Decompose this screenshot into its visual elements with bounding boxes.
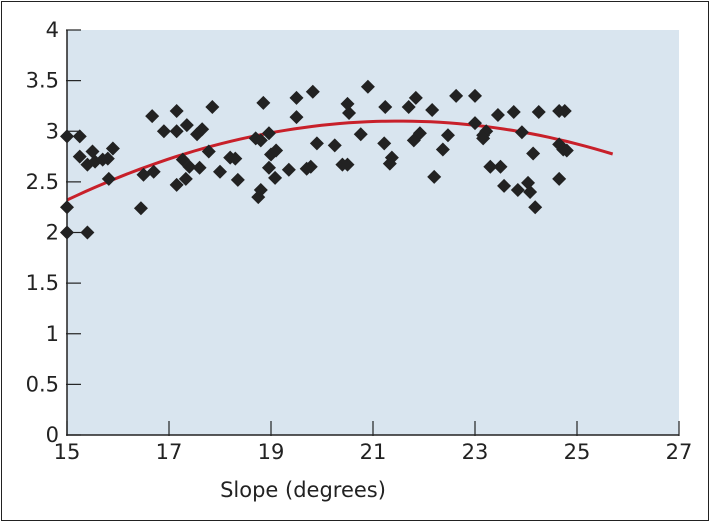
data-point [182,159,197,174]
data-point [230,172,245,187]
data-point [261,126,276,141]
data-point [435,142,450,157]
data-point [179,118,194,133]
data-point [178,171,193,186]
data-point [145,109,160,124]
data-point [526,146,541,161]
y-tick-label: 2.5 [26,170,59,194]
x-tick-label: 19 [258,440,285,464]
data-point [85,144,100,159]
data-point [340,157,355,172]
y-tick-label: 2 [46,221,59,245]
data-point [299,161,314,176]
data-point [169,124,184,139]
data-point [195,122,210,137]
data-point [401,99,416,114]
x-tick-label: 25 [564,440,591,464]
data-point [528,200,543,215]
data-point [353,127,368,142]
x-tick-label: 27 [666,440,693,464]
x-tick-label: 23 [462,440,489,464]
data-point [205,99,220,114]
data-point [268,170,283,185]
data-point [289,110,304,125]
data-point [340,96,355,111]
data-point [72,149,87,164]
data-point [514,125,529,140]
data-point [256,95,271,110]
data-point [440,128,455,143]
data-point [80,225,95,240]
data-point [523,185,538,199]
y-tick-label: 1 [46,322,59,346]
data-point [213,164,227,179]
x-axis-label: Slope (degrees) [220,478,386,502]
data-point [557,104,572,118]
data-point [327,138,342,153]
y-tick-label: 3 [46,119,59,143]
data-point [412,126,427,141]
data-point [289,90,304,105]
data-point [377,136,392,151]
data-point [382,156,397,171]
data-point [228,151,243,166]
data-point [146,164,161,179]
data-point [476,131,491,146]
data-point [521,175,536,190]
y-tick-label: 1.5 [26,271,59,295]
data-point [169,177,184,192]
data-point [136,167,151,182]
data-point [309,136,324,151]
data-point [192,160,207,175]
plot-area [67,30,679,435]
y-tick-label: 0 [46,423,59,447]
data-point [253,182,268,197]
data-point [378,99,393,114]
data-point [510,182,525,197]
data-point [360,79,375,94]
data-point [342,106,357,121]
data-point [133,201,148,216]
data-point [269,143,284,158]
data-point [425,102,440,117]
data-point [559,143,574,158]
data-point [468,116,482,131]
data-point [552,171,567,186]
data-point [449,88,464,103]
data-point [248,131,263,146]
y-tick-label: 3.5 [26,69,59,93]
data-point [169,104,184,118]
x-tick-label: 17 [156,440,183,464]
x-tick-label: 21 [360,440,387,464]
data-point [261,160,276,175]
data-point [156,124,171,139]
data-point [483,159,498,174]
x-tick-label: 15 [54,440,81,464]
data-point [493,159,508,174]
data-point [468,88,482,103]
data-point [427,169,442,184]
data-point [531,105,546,120]
data-point [101,171,116,186]
data-point [100,151,115,166]
data-point [305,84,320,99]
data-point [105,141,120,156]
data-point [72,129,87,144]
data-point [201,144,216,159]
y-tick-label: 4 [46,18,59,42]
data-point [253,133,268,148]
data-point [490,108,505,123]
data-point [506,105,521,120]
y-tick-label: 0.5 [26,372,59,396]
data-point [497,178,512,193]
data-point [408,90,423,105]
data-point [281,162,296,177]
